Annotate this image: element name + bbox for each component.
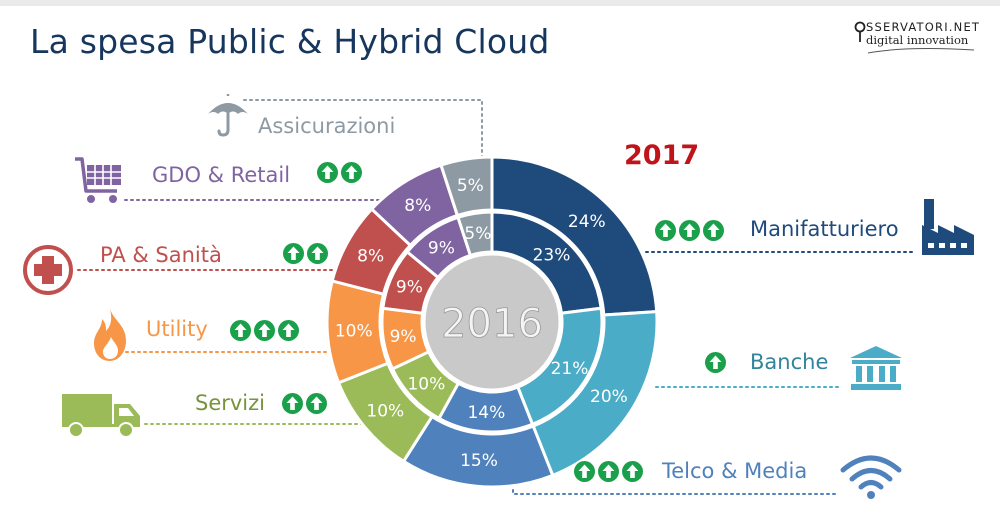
shopping-cart-icon (75, 157, 121, 203)
slice-label-inner-6: 9% (428, 239, 455, 259)
growth-arrows-pa-sanita (283, 243, 328, 264)
label-assicurazioni: Assicurazioni (258, 114, 396, 138)
up-arrow-icon (679, 220, 700, 241)
page-title: La spesa Public & Hybrid Cloud (30, 22, 550, 61)
logo-line1: SSERVATORI.NET (866, 20, 981, 34)
up-arrow-icon (598, 461, 619, 482)
up-arrow-icon (283, 243, 304, 264)
slice-label-inner-1: 21% (551, 359, 589, 379)
label-banche: Banche (750, 350, 829, 374)
up-arrow-icon (574, 461, 595, 482)
slice-outer-7 (439, 155, 494, 218)
slice-label-inner-5: 9% (396, 277, 423, 297)
year-2017-label: 2017 (624, 140, 700, 171)
up-arrow-icon (282, 393, 303, 414)
growth-arrows-gdo-retail (317, 162, 362, 183)
label-pa-sanita: PA & Sanità (100, 243, 222, 267)
medical-cross-icon (23, 245, 73, 295)
slice-label-inner-4: 9% (390, 327, 417, 347)
top-bar (0, 0, 1000, 6)
slice-inner-7 (456, 210, 494, 258)
logo-swoosh (867, 48, 975, 54)
factory-icon (922, 199, 974, 255)
growth-arrows-banche (705, 352, 726, 373)
slice-label-outer-3: 10% (366, 401, 404, 421)
up-arrow-icon (306, 393, 327, 414)
slice-label-outer-0: 24% (568, 212, 606, 232)
slice-label-inner-2: 14% (467, 403, 505, 423)
label-servizi: Servizi (195, 391, 266, 415)
flame-icon (94, 309, 126, 361)
growth-arrows-servizi (282, 393, 327, 414)
slice-label-outer-5: 8% (357, 246, 384, 266)
slice-label-outer-1: 20% (590, 387, 628, 407)
slice-label-outer-6: 8% (404, 196, 431, 216)
chart-center-circle (422, 252, 562, 392)
bank-icon (850, 346, 902, 390)
slice-label-inner-0: 23% (533, 245, 571, 265)
osservatori-logo: SSERVATORI.NET digital innovation (852, 20, 987, 62)
slice-label-inner-3: 10% (407, 375, 445, 395)
up-arrow-icon (317, 162, 338, 183)
label-gdo-retail: GDO & Retail (152, 163, 291, 187)
slice-label-outer-2: 15% (460, 451, 498, 471)
up-arrow-icon (254, 320, 275, 341)
growth-arrows-telco-media (574, 461, 643, 482)
logo-pin-icon (854, 21, 866, 42)
slice-label-outer-7: 5% (457, 176, 484, 196)
logo-line2: digital innovation (866, 33, 969, 47)
slice-label-inner-7: 5% (464, 224, 491, 244)
slice-label-outer-4: 10% (335, 322, 373, 342)
growth-arrows-manifatturiero (655, 220, 724, 241)
label-telco-media: Telco & Media (662, 459, 808, 483)
up-arrow-icon (230, 320, 251, 341)
up-arrow-icon (307, 243, 328, 264)
up-arrow-icon (705, 352, 726, 373)
up-arrow-icon (341, 162, 362, 183)
wifi-icon (840, 455, 902, 499)
up-arrow-icon (703, 220, 724, 241)
label-utility: Utility (146, 317, 208, 341)
label-manifatturiero: Manifatturiero (750, 217, 899, 241)
umbrella-icon (208, 94, 248, 137)
up-arrow-icon (655, 220, 676, 241)
truck-icon (62, 394, 140, 438)
up-arrow-icon (622, 461, 643, 482)
leader-assicurazioni (243, 99, 483, 177)
growth-arrows-utility (230, 320, 299, 341)
up-arrow-icon (278, 320, 299, 341)
center-label-2016: 2016 (441, 301, 543, 347)
